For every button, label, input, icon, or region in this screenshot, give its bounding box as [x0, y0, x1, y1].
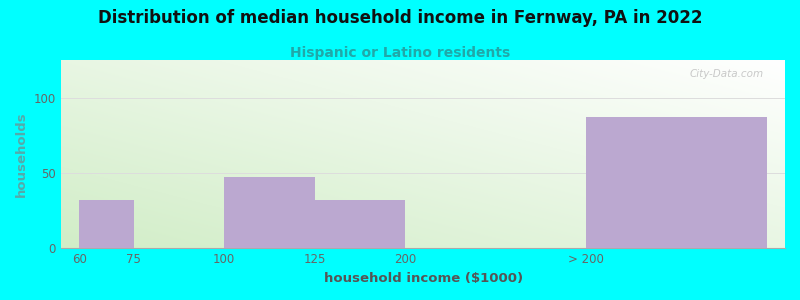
- FancyBboxPatch shape: [224, 177, 314, 248]
- X-axis label: household income ($1000): household income ($1000): [324, 272, 522, 285]
- Text: Hispanic or Latino residents: Hispanic or Latino residents: [290, 46, 510, 61]
- Text: City-Data.com: City-Data.com: [689, 69, 763, 80]
- Y-axis label: households: households: [15, 111, 28, 197]
- FancyBboxPatch shape: [586, 117, 767, 248]
- FancyBboxPatch shape: [79, 200, 134, 248]
- FancyBboxPatch shape: [314, 200, 405, 248]
- Text: Distribution of median household income in Fernway, PA in 2022: Distribution of median household income …: [98, 9, 702, 27]
